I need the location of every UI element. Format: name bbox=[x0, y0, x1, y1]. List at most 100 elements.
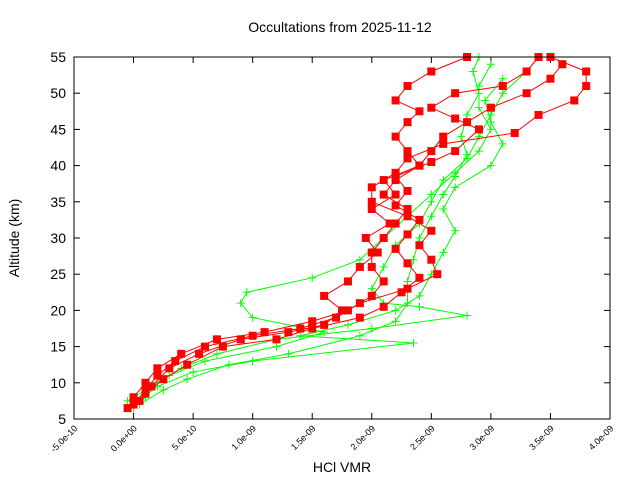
data-point bbox=[439, 176, 448, 185]
data-point bbox=[201, 342, 210, 351]
data-point bbox=[355, 313, 364, 322]
x-tick-label: 5.0e-10 bbox=[170, 423, 199, 452]
y-tick-label: 10 bbox=[50, 375, 66, 391]
data-point bbox=[391, 219, 400, 228]
data-point bbox=[409, 338, 418, 347]
data-point bbox=[284, 349, 293, 358]
x-tick-label: 3.5e-09 bbox=[527, 423, 556, 452]
data-point bbox=[391, 190, 400, 199]
data-point bbox=[159, 375, 168, 384]
data-point bbox=[486, 125, 495, 134]
data-point bbox=[129, 393, 138, 402]
data-point bbox=[355, 299, 364, 308]
data-point bbox=[201, 357, 210, 366]
data-point bbox=[129, 400, 138, 409]
data-point bbox=[427, 255, 436, 264]
data-point bbox=[135, 396, 144, 405]
data-point bbox=[248, 313, 257, 322]
data-point bbox=[474, 147, 483, 156]
data-point bbox=[415, 291, 424, 300]
y-tick-label: 40 bbox=[50, 158, 66, 174]
data-point bbox=[463, 311, 472, 320]
data-point bbox=[463, 118, 472, 127]
data-point bbox=[427, 212, 436, 221]
data-point bbox=[498, 89, 507, 98]
data-point bbox=[403, 118, 412, 127]
data-point bbox=[141, 378, 150, 387]
data-point bbox=[403, 147, 412, 156]
data-point bbox=[582, 81, 591, 90]
y-tick-label: 35 bbox=[50, 194, 66, 210]
data-point bbox=[391, 96, 400, 105]
data-point bbox=[320, 291, 329, 300]
data-point bbox=[361, 234, 370, 242]
data-point bbox=[165, 364, 174, 373]
data-point bbox=[355, 255, 364, 264]
data-point bbox=[308, 324, 317, 333]
data-point bbox=[367, 284, 376, 293]
data-point bbox=[469, 67, 478, 76]
data-point bbox=[397, 288, 406, 297]
data-point bbox=[480, 96, 489, 105]
data-point bbox=[415, 234, 424, 242]
data-point bbox=[379, 190, 388, 199]
data-point bbox=[183, 375, 192, 384]
data-point bbox=[403, 186, 412, 195]
data-point bbox=[379, 262, 388, 271]
data-point bbox=[147, 382, 156, 391]
data-point bbox=[427, 190, 436, 199]
data-point bbox=[534, 110, 543, 119]
data-point bbox=[439, 205, 448, 214]
data-point bbox=[141, 389, 150, 398]
data-point bbox=[498, 81, 507, 90]
data-point bbox=[159, 386, 168, 395]
data-point bbox=[385, 219, 394, 228]
data-point bbox=[123, 404, 132, 413]
y-tick-label: 45 bbox=[50, 121, 66, 137]
data-point bbox=[451, 183, 460, 192]
data-point bbox=[474, 89, 483, 98]
series-6 bbox=[135, 53, 472, 405]
data-point bbox=[391, 132, 400, 141]
data-point bbox=[391, 201, 400, 210]
data-point bbox=[451, 114, 460, 123]
x-tick-label: 3.0e-09 bbox=[468, 423, 497, 452]
y-tick-label: 5 bbox=[58, 411, 66, 427]
data-point bbox=[367, 183, 376, 192]
data-point bbox=[463, 150, 472, 159]
data-point bbox=[296, 331, 305, 340]
data-point bbox=[320, 328, 329, 337]
data-point bbox=[403, 277, 412, 286]
x-tick-label: 1.5e-09 bbox=[289, 423, 318, 452]
data-point bbox=[153, 371, 162, 380]
x-tick-label: 4.0e-09 bbox=[587, 423, 616, 452]
data-point bbox=[451, 226, 460, 235]
data-point bbox=[403, 299, 412, 308]
data-point bbox=[463, 110, 472, 119]
data-point bbox=[391, 244, 400, 253]
data-point bbox=[183, 360, 192, 369]
data-point bbox=[474, 132, 483, 141]
data-point bbox=[439, 248, 448, 257]
data-point bbox=[486, 161, 495, 170]
data-point bbox=[474, 125, 483, 134]
data-point bbox=[355, 331, 364, 340]
data-point bbox=[224, 360, 233, 369]
data-point bbox=[391, 172, 400, 181]
data-point bbox=[457, 132, 466, 141]
x-tick-label: 2.5e-09 bbox=[408, 423, 437, 452]
series-4 bbox=[123, 60, 567, 413]
data-point bbox=[272, 335, 281, 344]
y-axis-label: Altitude (km) bbox=[6, 199, 22, 278]
data-point bbox=[474, 81, 483, 90]
data-point bbox=[379, 176, 388, 185]
data-point bbox=[415, 273, 424, 282]
data-point bbox=[498, 139, 507, 148]
data-point bbox=[284, 328, 293, 337]
data-point bbox=[153, 364, 162, 373]
data-point bbox=[403, 259, 412, 268]
data-point bbox=[451, 172, 460, 181]
data-point bbox=[474, 103, 483, 112]
data-point bbox=[439, 139, 448, 148]
x-tick-label: -5.0e-10 bbox=[49, 423, 80, 454]
